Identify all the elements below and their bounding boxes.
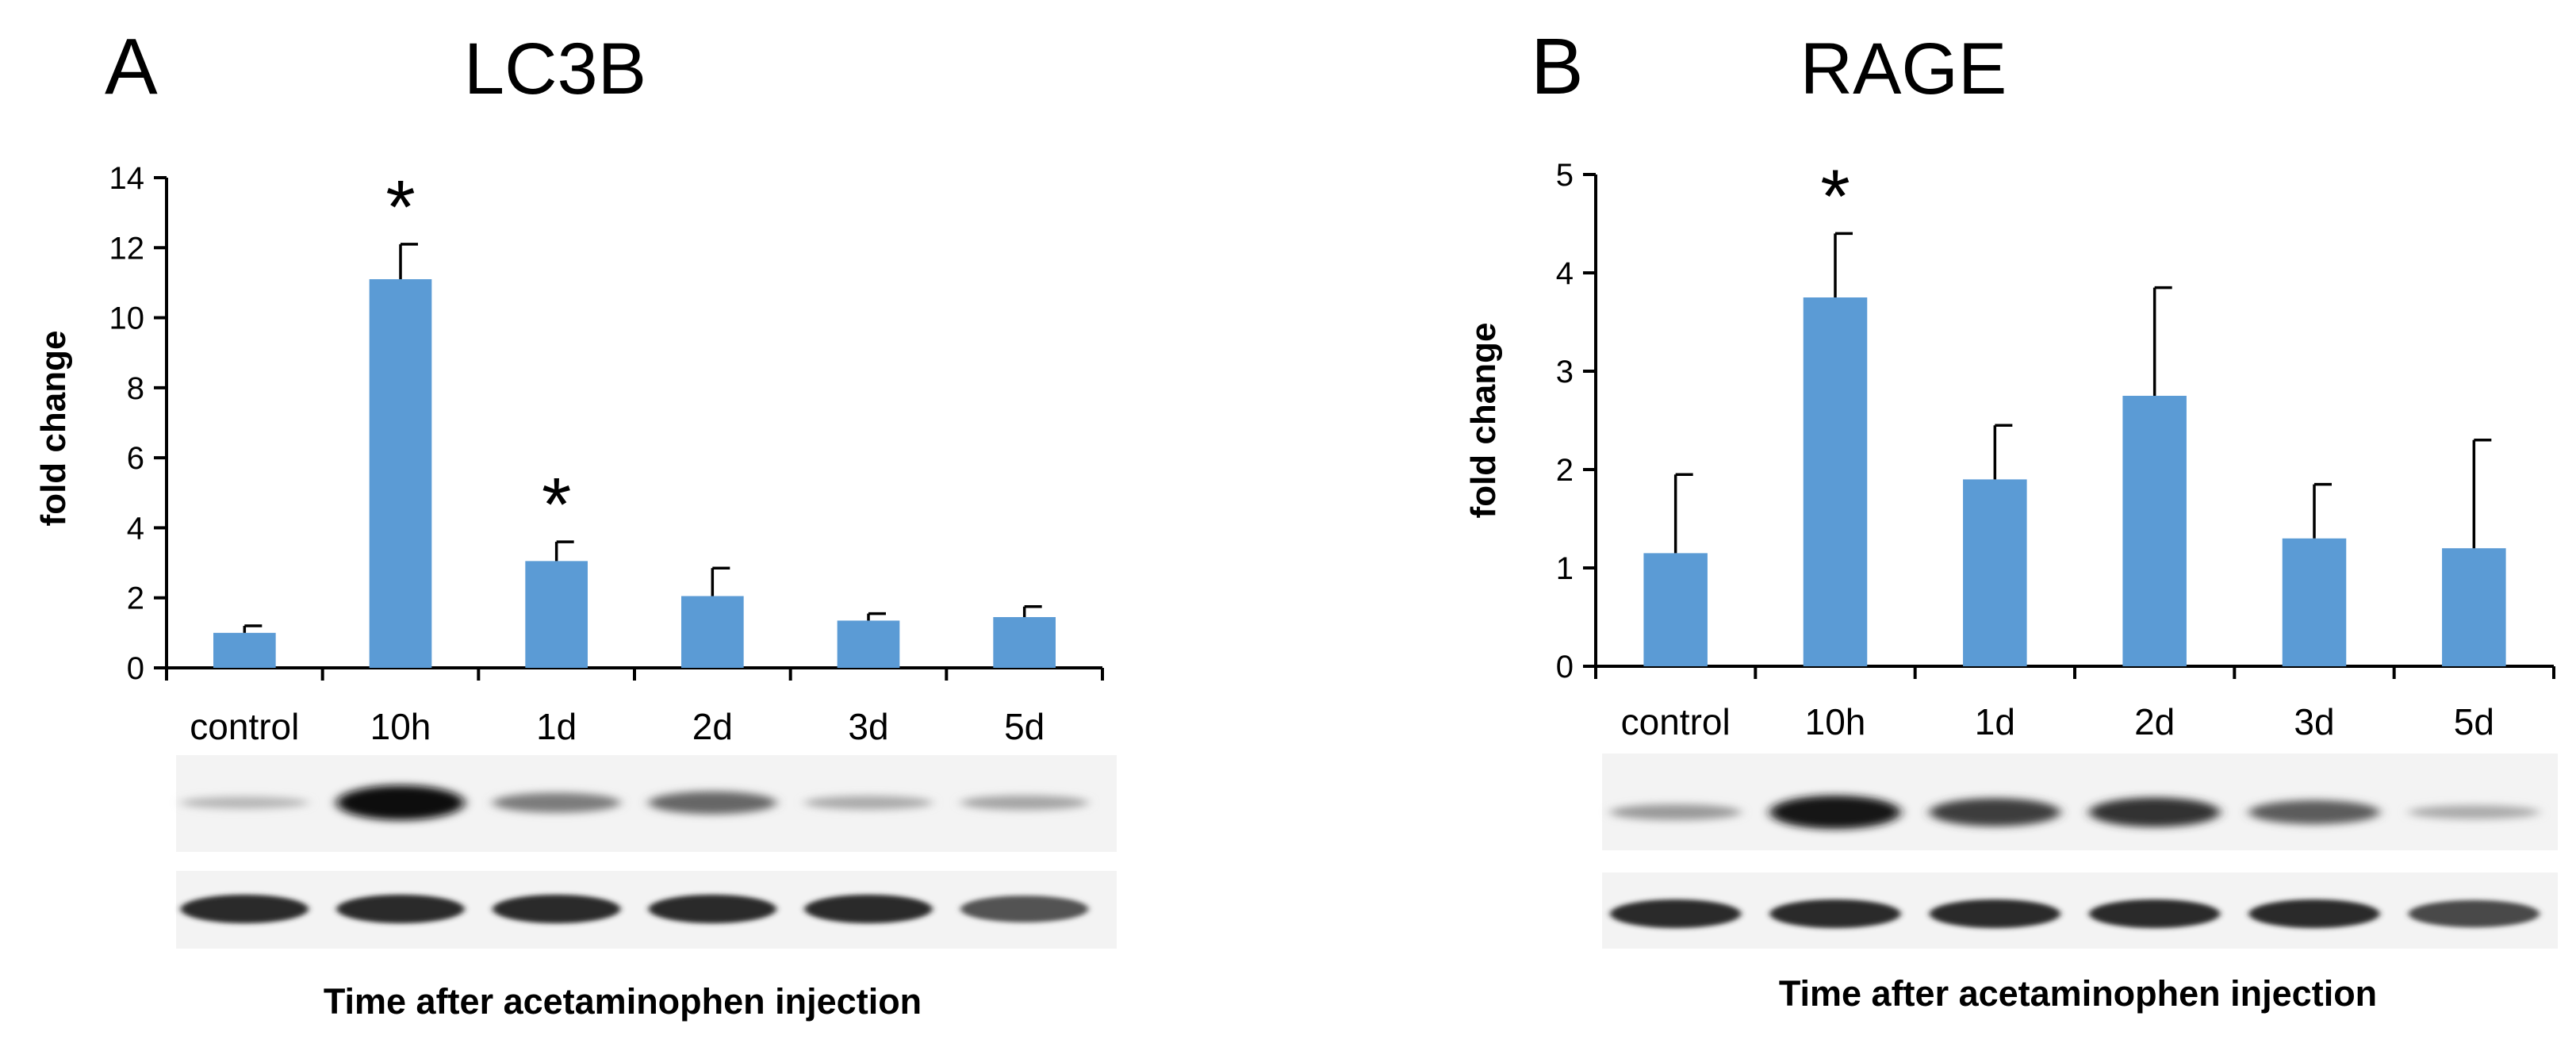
loading-control-strip (1602, 872, 2558, 949)
panel-a-blot (176, 755, 1117, 949)
y-tick-label: 10 (109, 301, 145, 336)
category-label: 3d (2294, 701, 2334, 742)
panel-a-title: LC3B (464, 29, 646, 109)
loading-control-band (336, 894, 465, 924)
loading-control-band (804, 894, 933, 924)
loading-control-band (2248, 899, 2380, 929)
category-label: 10h (370, 706, 431, 747)
panel-b: B RAGE fold change 0 1 2 3 4 5 control * 10h 1d 2d… (1464, 22, 2558, 1014)
bar (2442, 548, 2506, 666)
y-tick-label: 2 (1556, 453, 1574, 488)
blot-strip (1602, 754, 2558, 850)
panel-a-letter: A (105, 22, 158, 111)
panel-b-plot: 0 1 2 3 4 5 control * 10h 1d 2d 3d 5d (1556, 154, 2555, 742)
panel-b-blot (1602, 754, 2558, 949)
category-label: 2d (2134, 701, 2175, 742)
y-tick-label: 3 (1556, 355, 1574, 389)
loading-control-strip (176, 871, 1117, 949)
blot-band (1769, 795, 1901, 830)
category-label: 5d (1004, 706, 1045, 747)
y-tick-label: 2 (127, 581, 144, 616)
blot-band (1610, 803, 1742, 821)
blot-band (336, 785, 465, 820)
y-tick-label: 4 (1556, 256, 1574, 291)
y-tick-label: 0 (127, 651, 144, 686)
blot-band (2248, 800, 2380, 825)
panel-b-x-axis-label: Time after acetaminophen injection (1779, 973, 2377, 1014)
significance-marker: * (1820, 154, 1850, 239)
blot-band (2408, 805, 2540, 819)
loading-control-band (2089, 899, 2221, 929)
bar (837, 620, 900, 668)
y-tick-label: 5 (1556, 158, 1574, 193)
panel-b-letter: B (1531, 22, 1584, 111)
blot-band (960, 795, 1089, 811)
bar (2282, 538, 2347, 666)
bar (369, 279, 432, 668)
bar (1963, 479, 2027, 666)
y-tick-label: 1 (1556, 551, 1574, 586)
bar (525, 561, 588, 668)
panel-b-title: RAGE (1800, 29, 2007, 109)
category-label: 1d (536, 706, 577, 747)
loading-control-band (2408, 899, 2540, 928)
bar (2122, 396, 2187, 666)
bar (1803, 297, 1868, 666)
y-tick-label: 0 (1556, 650, 1574, 685)
y-tick-label: 8 (127, 371, 144, 406)
blot-strip (176, 755, 1117, 852)
category-label: 2d (692, 706, 733, 747)
category-label: control (190, 706, 299, 747)
y-tick-label: 12 (109, 231, 145, 266)
blot-band (2089, 797, 2221, 827)
panel-a-x-axis-label: Time after acetaminophen injection (324, 981, 922, 1022)
category-label: control (1621, 701, 1731, 742)
y-tick-label: 6 (127, 441, 144, 476)
loading-control-band (1610, 899, 1742, 929)
panel-a-y-axis-label: fold change (34, 331, 73, 527)
bar (213, 632, 276, 668)
bar (681, 596, 744, 668)
category-label: 3d (848, 706, 888, 747)
panel-b-y-axis-label: fold change (1464, 323, 1503, 519)
category-label: 5d (2454, 701, 2494, 742)
y-tick-label: 4 (127, 511, 144, 546)
y-tick-label: 14 (109, 161, 145, 196)
blot-band (1929, 798, 2060, 826)
category-label: 1d (1975, 701, 2015, 742)
loading-control-band (648, 894, 776, 924)
panel-a: A LC3B fold change 0 2 4 6 8 10 12 14 control * 10… (34, 22, 1117, 1022)
loading-control-band (960, 896, 1089, 922)
category-label: 10h (1805, 701, 1866, 742)
blot-band (804, 796, 933, 810)
blot-band (493, 792, 621, 813)
significance-marker: * (385, 165, 415, 250)
blot-band (180, 796, 309, 809)
loading-control-band (493, 894, 621, 924)
significance-marker: * (542, 462, 571, 547)
bar (1643, 553, 1708, 666)
loading-control-band (180, 894, 309, 924)
bar (993, 616, 1056, 668)
loading-control-band (1929, 899, 2060, 929)
blot-band (648, 791, 776, 815)
loading-control-band (1769, 899, 1901, 929)
panel-a-plot: 0 2 4 6 8 10 12 14 control * 10h * 1d 2d 3d 5d (109, 161, 1104, 747)
